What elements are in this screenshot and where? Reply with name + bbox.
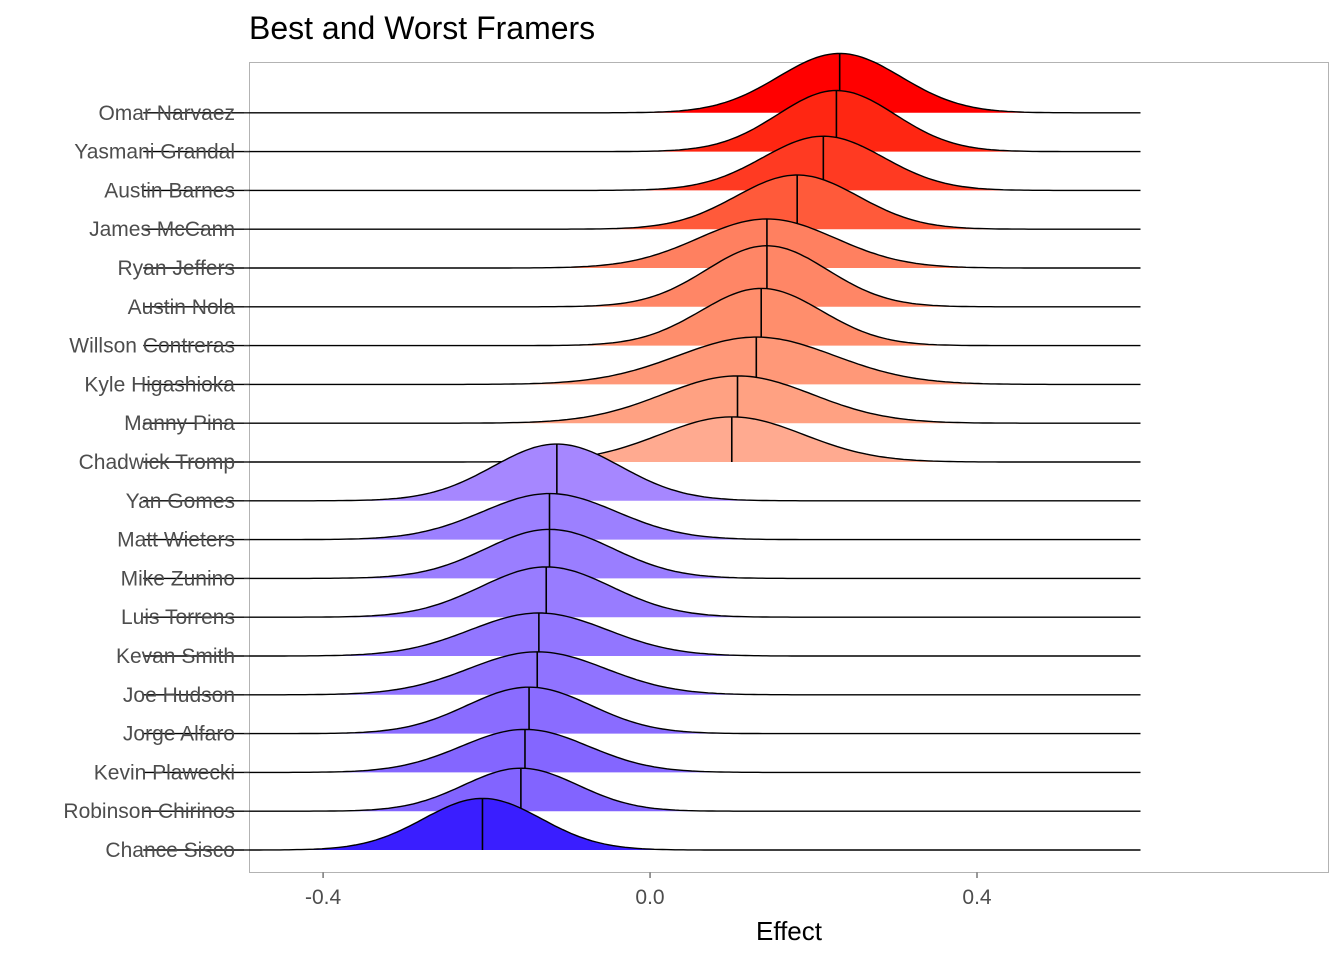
y-tick-label: Joe Hudson [123,684,235,707]
y-tick-label: Austin Nola [128,296,236,319]
ridge-austin-barnes [143,135,1141,192]
y-tick-label: Austin Barnes [104,179,235,202]
chart-title: Best and Worst Framers [249,10,596,46]
ridge-kevin-plawecki [143,728,1141,774]
y-tick-label: Kevan Smith [116,645,235,668]
y-tick-label: Omar Narvaez [98,102,235,125]
ridge-outline [143,336,1141,386]
ridge-yasmani-grandal [143,89,1141,153]
ridge-outline [143,528,1141,580]
ridge-luis-torrens [143,566,1141,618]
ridge-outline [143,566,1141,618]
x-tick-label: 0.4 [962,886,992,909]
ridge-outline [143,174,1141,230]
y-tick-label: Kevin Plawecki [94,761,235,784]
y-tick-label: Yan Gomes [126,490,235,513]
ridge-fill [143,136,1141,191]
ridge-james-mccann [143,174,1141,230]
panel-border [249,62,1329,873]
ridge-chadwick-tromp [143,416,1141,463]
ridge-kevan-smith [143,612,1141,657]
ridge-jorge-alfaro [143,686,1141,735]
ridge-fill [143,337,1141,385]
y-tick-label: Ryan Jeffers [118,257,236,280]
ridge-fill [143,768,1141,812]
y-tick-label: Chance Sisco [105,839,235,862]
ridge-outline [143,797,1141,851]
ridge-fill [143,729,1141,773]
ridge-outline [143,135,1141,192]
y-tick-label: Jorge Alfaro [123,723,235,746]
ridge-kyle-higashioka [143,336,1141,386]
ridge-chance-sisco [143,797,1141,851]
ridge-yan-gomes [143,443,1141,502]
ridge-manny-pina [143,375,1141,424]
ridge-outline [143,52,1141,114]
y-tick-label: Mike Zunino [121,567,235,590]
ridge-outline [143,244,1141,308]
ridge-fill [143,613,1141,656]
ridge-fill [143,529,1141,579]
y-tick-label: Manny Pina [124,412,235,435]
ridge-robinson-chirinos [143,767,1141,812]
ridge-outline [143,218,1141,269]
y-tick-label: James McCann [89,218,235,241]
ridge-fill [143,175,1141,230]
ridge-outline [143,375,1141,424]
ridge-fill [143,444,1141,501]
ridge-willson-contreras [143,287,1141,347]
x-axis-label: Effect [756,916,823,946]
ridge-outline [143,416,1141,463]
ridge-fill [143,416,1141,462]
ridge-fill [143,493,1141,540]
y-tick-label: Willson Contreras [69,335,235,358]
x-tick-label: -0.4 [305,886,342,909]
ridge-outline [143,767,1141,812]
ridges-group [143,52,1141,851]
ridge-outline [143,612,1141,657]
ridge-austin-nola [143,244,1141,308]
ridge-outline [143,89,1141,153]
ridge-outline [143,651,1141,696]
ridge-outline [143,686,1141,735]
ridge-outline [143,492,1141,541]
y-axis: Omar Narvaez Yasmani Grandal Austin Barnes… [63,102,250,862]
ridge-outline [143,287,1141,347]
x-tick-label: 0.0 [635,886,664,909]
ridge-joe-hudson [143,651,1141,696]
y-tick-label: Robinson Chirinos [63,800,235,823]
ridge-fill [143,90,1141,152]
ridge-fill [143,566,1141,618]
ridge-outline [143,728,1141,774]
y-tick-label: Kyle Higashioka [84,373,235,396]
ridge-fill [143,798,1141,850]
y-tick-label: Chadwick Tromp [79,451,235,474]
y-tick-label: Yasmani Grandal [74,141,235,164]
x-axis: -0.4 0.0 0.4 [305,872,992,909]
ridge-outline [143,443,1141,502]
ridge-fill [143,651,1141,695]
ridge-fill [143,375,1141,424]
ridge-fill [143,53,1141,113]
ridge-fill [143,245,1141,307]
y-tick-label: Luis Torrens [121,606,235,629]
y-tick-label: Matt Wieters [117,529,235,552]
